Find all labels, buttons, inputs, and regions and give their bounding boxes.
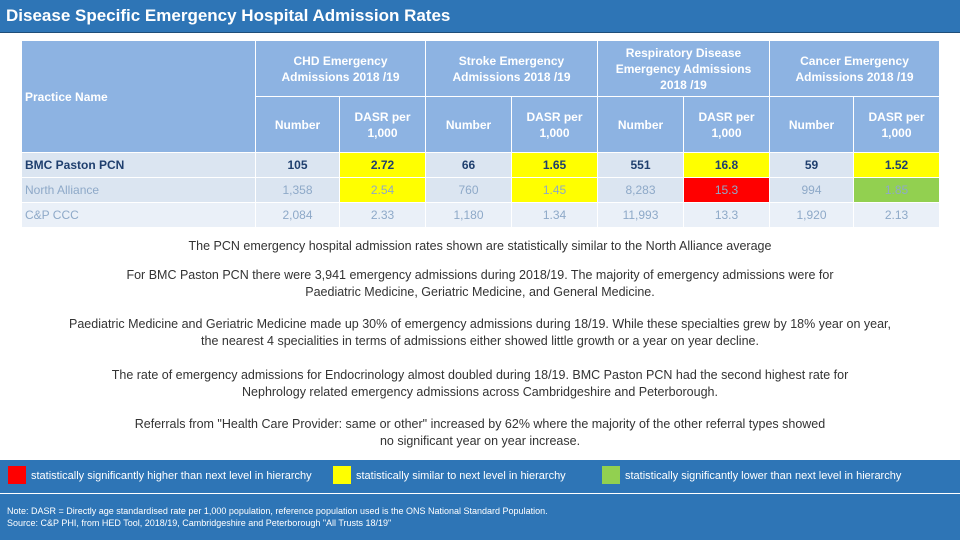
cancer-dasr-cell: 1.85 [853, 177, 941, 203]
dasr-header: DASR per 1,000 [511, 96, 598, 153]
chd-dasr-cell: 2.54 [339, 177, 426, 203]
respiratory-number-cell: 11,993 [597, 202, 684, 228]
respiratory-group-header: Respiratory Disease Emergency Admissions 2… [596, 40, 771, 97]
cancer-number-cell: 994 [769, 177, 855, 203]
chd-number-cell: 2,084 [255, 202, 340, 228]
summary-paragraph-1: The PCN emergency hospital admission rat… [188, 239, 772, 253]
legend-yellow-swatch [333, 466, 351, 484]
footer-notes: Note: DASR = Directly age standardised r… [0, 494, 960, 540]
respiratory-dasr-cell: 16.8 [682, 152, 771, 178]
stroke-dasr-cell: 1.45 [511, 177, 598, 203]
number-header: Number [255, 96, 340, 153]
respiratory-number-cell: 551 [597, 152, 684, 178]
respiratory-dasr-cell: 13.3 [682, 202, 771, 228]
summary-paragraph-5: Referrals from "Health Care Provider: sa… [134, 417, 826, 448]
respiratory-dasr-cell: 15.3 [682, 177, 771, 203]
legend-green-swatch [602, 466, 620, 484]
practice-name-header: Practice Name [21, 40, 256, 153]
chd-dasr-cell: 2.33 [339, 202, 426, 228]
dasr-header: DASR per 1,000 [682, 96, 771, 153]
dasr-header: DASR per 1,000 [339, 96, 426, 153]
legend-similar-label: statistically similar to next level in h… [356, 470, 566, 482]
cancer-dasr-cell: 2.13 [853, 202, 941, 228]
number-header: Number [425, 96, 512, 153]
cancer-number-cell: 1,920 [769, 202, 855, 228]
stroke-number-cell: 760 [425, 177, 512, 203]
chd-number-cell: 105 [255, 152, 340, 178]
dasr-header: DASR per 1,000 [853, 96, 941, 153]
practice-name-cell: BMC Paston PCN [21, 152, 256, 178]
cancer-dasr-cell: 1.52 [853, 152, 941, 178]
title-bar: Disease Specific Emergency Hospital Admi… [0, 0, 960, 33]
practice-name-cell: North Alliance [21, 177, 256, 203]
summary-paragraph-4: The rate of emergency admissions for End… [111, 368, 849, 399]
cancer-group-header: Cancer Emergency Admissions 2018 /19 [769, 40, 941, 97]
practice-name-cell: C&P CCC [21, 202, 256, 228]
number-header: Number [597, 96, 684, 153]
table-row: BMC Paston PCN 105 2.72 66 1.65 551 16.8… [21, 152, 941, 178]
stroke-number-cell: 66 [425, 152, 512, 178]
legend-bar: statistically significantly higher than … [0, 460, 960, 493]
page-title: Disease Specific Emergency Hospital Admi… [6, 6, 451, 25]
chd-dasr-cell: 2.72 [339, 152, 426, 178]
cancer-number-cell: 59 [769, 152, 855, 178]
legend-red-swatch [8, 466, 26, 484]
number-header: Number [769, 96, 855, 153]
table-row: North Alliance 1,358 2.54 760 1.45 8,283… [21, 177, 941, 203]
stroke-dasr-cell: 1.34 [511, 202, 598, 228]
respiratory-number-cell: 8,283 [597, 177, 684, 203]
chd-number-cell: 1,358 [255, 177, 340, 203]
summary-paragraph-2: For BMC Paston PCN there were 3,941 emer… [126, 268, 834, 299]
stroke-group-header: Stroke Emergency Admissions 2018 /19 [425, 40, 598, 97]
summary-paragraph-3: Paediatric Medicine and Geriatric Medici… [69, 317, 891, 348]
source-note: Source: C&P PHI, from HED Tool, 2018/19,… [7, 518, 392, 528]
legend-lower-label: statistically significantly lower than n… [625, 470, 902, 482]
dasr-note: Note: DASR = Directly age standardised r… [7, 506, 548, 516]
admission-rates-table: Practice Name CHD Emergency Admissions 20… [21, 40, 941, 228]
stroke-dasr-cell: 1.65 [511, 152, 598, 178]
stroke-number-cell: 1,180 [425, 202, 512, 228]
legend-higher-label: statistically significantly higher than … [31, 470, 312, 482]
table-row: C&P CCC 2,084 2.33 1,180 1.34 11,993 13.… [21, 202, 941, 228]
chd-group-header: CHD Emergency Admissions 2018 /19 [255, 40, 426, 97]
